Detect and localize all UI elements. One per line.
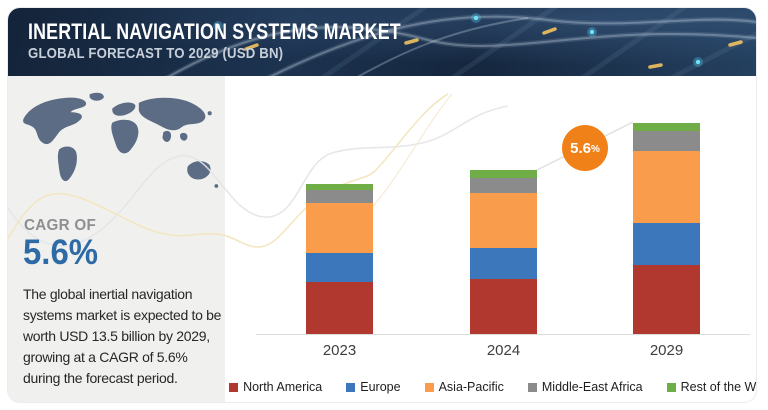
network-lines-decoration (8, 8, 756, 76)
legend-swatch (424, 382, 434, 392)
bar-segment-europe (633, 223, 700, 266)
bar-segment-middle-east-africa (633, 130, 700, 152)
bar-segment-middle-east-africa (470, 177, 537, 194)
legend-item-asia-pacific: Asia-Pacific (424, 380, 504, 394)
cagr-callout-unit: % (590, 143, 600, 155)
cagr-callout-bubble: 5.6% (562, 125, 608, 171)
header-banner: INERTIAL NAVIGATION SYSTEMS MARKET GLOBA… (8, 8, 756, 76)
market-summary-text: The global inertial navigation systems m… (23, 286, 222, 386)
legend-swatch (666, 382, 676, 392)
legend-swatch (346, 382, 356, 392)
legend-swatch (229, 382, 239, 392)
legend-item-europe: Europe (346, 380, 401, 394)
legend-label: Rest of the World (680, 380, 756, 394)
bar-segment-north-america (633, 265, 700, 334)
glow-dots-decoration (213, 13, 703, 67)
legend-label: Asia-Pacific (438, 380, 504, 394)
legend-label: North America (243, 380, 323, 394)
x-axis-label-2023: 2023 (322, 342, 357, 359)
cagr-callout-value: 5.6 (570, 139, 591, 157)
infographic-card: INERTIAL NAVIGATION SYSTEMS MARKET GLOBA… (8, 8, 756, 402)
legend-swatch (527, 382, 537, 392)
stacked-bar-2023 (306, 183, 373, 334)
bar-segment-asia-pacific (306, 202, 373, 253)
stacked-bar-2029 (633, 123, 700, 334)
x-axis-label-2024: 2024 (486, 342, 521, 359)
legend-item-north-america: North America (229, 380, 322, 394)
legend-item-middle-east-africa: Middle-East Africa (527, 380, 643, 394)
page-subtitle: GLOBAL FORECAST TO 2029 (USD BN) (28, 45, 284, 62)
bar-segment-middle-east-africa (306, 190, 373, 203)
bar-segment-rest-of-the-world (470, 169, 537, 178)
stacked-bar-chart: 2023 2024 2029 5.6% North America Europe Asi… (8, 76, 756, 402)
legend-item-rest-of-the-world: Rest of the World (666, 380, 756, 394)
x-axis-label-2029: 2029 (649, 342, 684, 359)
bar-segment-rest-of-the-world (633, 123, 700, 131)
content-area: CAGR OF 5.6% The global inertial navigat… (8, 76, 756, 402)
amber-streaks-decoration (244, 27, 743, 69)
stacked-bar-2024 (470, 169, 537, 334)
x-axis-line (256, 334, 750, 335)
bar-segment-asia-pacific (470, 193, 537, 249)
bar-segment-asia-pacific (633, 151, 700, 224)
bar-segment-north-america (306, 282, 373, 334)
bar-segment-europe (306, 252, 373, 283)
bar-segment-europe (470, 248, 537, 280)
legend-label: Europe (360, 380, 401, 394)
chart-legend: North America Europe Asia-Pacific Middle-Ea… (229, 380, 756, 394)
bar-segment-north-america (470, 279, 537, 334)
legend-label: Middle-East Africa (541, 380, 643, 394)
page-title: INERTIAL NAVIGATION SYSTEMS MARKET (28, 19, 401, 44)
